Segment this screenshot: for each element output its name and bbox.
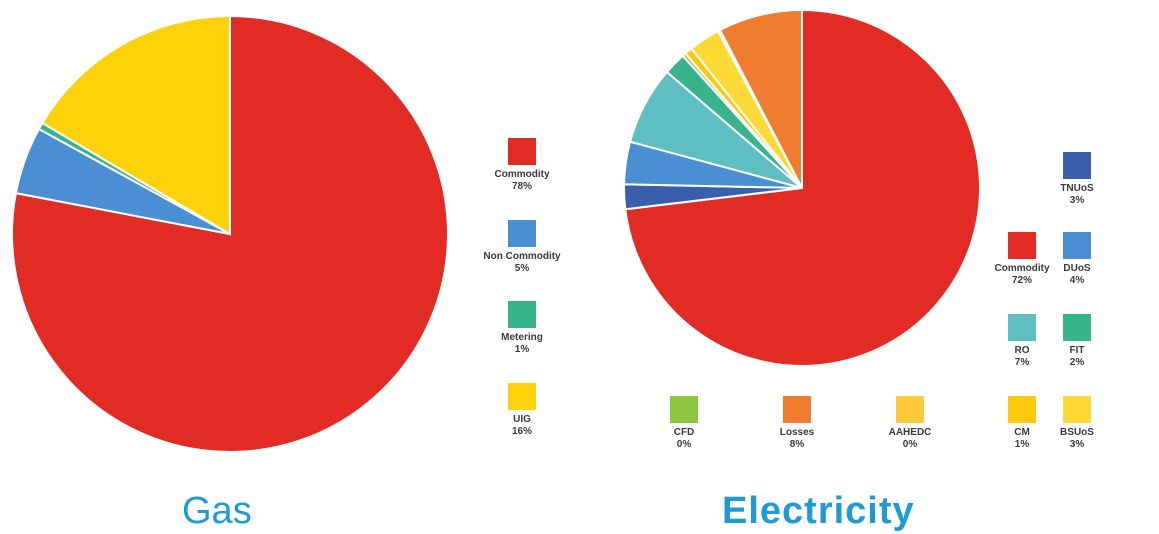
legend-swatch — [1063, 152, 1091, 179]
legend-label: Non Commodity — [483, 251, 561, 262]
legend-value: 7% — [1014, 357, 1030, 368]
legend-swatch — [896, 396, 924, 423]
legend-label: DUoS — [1063, 263, 1091, 274]
legend-value: 1% — [514, 344, 530, 355]
gas-pie — [11, 14, 449, 453]
legend-swatch — [508, 138, 536, 165]
legend-swatch — [1008, 314, 1036, 341]
legend-elec-cfd: CFD 0% — [624, 396, 744, 451]
legend-swatch — [1063, 232, 1091, 259]
legend-swatch — [1008, 396, 1036, 423]
legend-label: BSUoS — [1060, 427, 1094, 438]
legend-swatch — [1063, 396, 1091, 423]
electricity-pie — [623, 8, 981, 367]
legend-label: CFD — [673, 427, 695, 438]
legend-value: 2% — [1069, 357, 1085, 368]
legend-swatch — [1008, 232, 1036, 259]
legend-elec-cm: CM 1% — [962, 396, 1082, 451]
legend-elec-commodity: Commodity 72% — [962, 232, 1082, 287]
legend-label: AAHEDC — [888, 427, 932, 438]
legend-label: TNUoS — [1060, 183, 1094, 194]
legend-value: 4% — [1069, 275, 1085, 286]
legend-value: 3% — [1069, 439, 1085, 450]
legend-gas-non-commodity: Non Commodity 5% — [462, 220, 582, 275]
electricity-slice-losses — [718, 8, 803, 189]
legend-swatch — [508, 220, 536, 247]
legend-label: FIT — [1069, 345, 1085, 356]
legend-value: 78% — [511, 181, 532, 192]
legend-label: UIG — [513, 414, 531, 425]
legend-value: 1% — [1014, 439, 1030, 450]
legend-gas-metering: Metering 1% — [462, 301, 582, 356]
legend-value: 0% — [902, 439, 918, 450]
legend-value: 8% — [789, 439, 805, 450]
legend-label: CM — [1014, 427, 1030, 438]
legend-label: RO — [1014, 345, 1030, 356]
legend-label: Metering — [501, 332, 543, 343]
legend-label: Commodity — [494, 169, 550, 180]
legend-value: 5% — [514, 263, 530, 274]
legend-gas-commodity: Commodity 78% — [462, 138, 582, 193]
legend-elec-ro: RO 7% — [962, 314, 1082, 369]
legend-swatch — [670, 396, 698, 423]
legend-value: 16% — [511, 426, 532, 437]
legend-gas-uig: UIG 16% — [462, 383, 582, 438]
legend-elec-aahedc: AAHEDC 0% — [850, 396, 970, 451]
legend-elec-fit: FIT 2% — [1017, 314, 1137, 369]
legend-label: Losses — [779, 427, 815, 438]
legend-elec-tnuos: TNUoS 3% — [1017, 152, 1137, 207]
electricity-chart-title: Electricity — [722, 490, 915, 532]
legend-swatch — [783, 396, 811, 423]
legend-elec-bsuos: BSUoS 3% — [1017, 396, 1137, 451]
gas-slice-uig — [40, 14, 231, 236]
legend-elec-losses: Losses 8% — [737, 396, 857, 451]
legend-swatch — [508, 383, 536, 410]
legend-label: Commodity — [994, 263, 1050, 274]
legend-elec-duos: DUoS 4% — [1017, 232, 1137, 287]
legend-value: 72% — [1011, 275, 1032, 286]
legend-value: 3% — [1069, 195, 1085, 206]
gas-chart-title: Gas — [182, 490, 252, 532]
legend-swatch — [508, 301, 536, 328]
legend-value: 0% — [676, 439, 692, 450]
legend-swatch — [1063, 314, 1091, 341]
